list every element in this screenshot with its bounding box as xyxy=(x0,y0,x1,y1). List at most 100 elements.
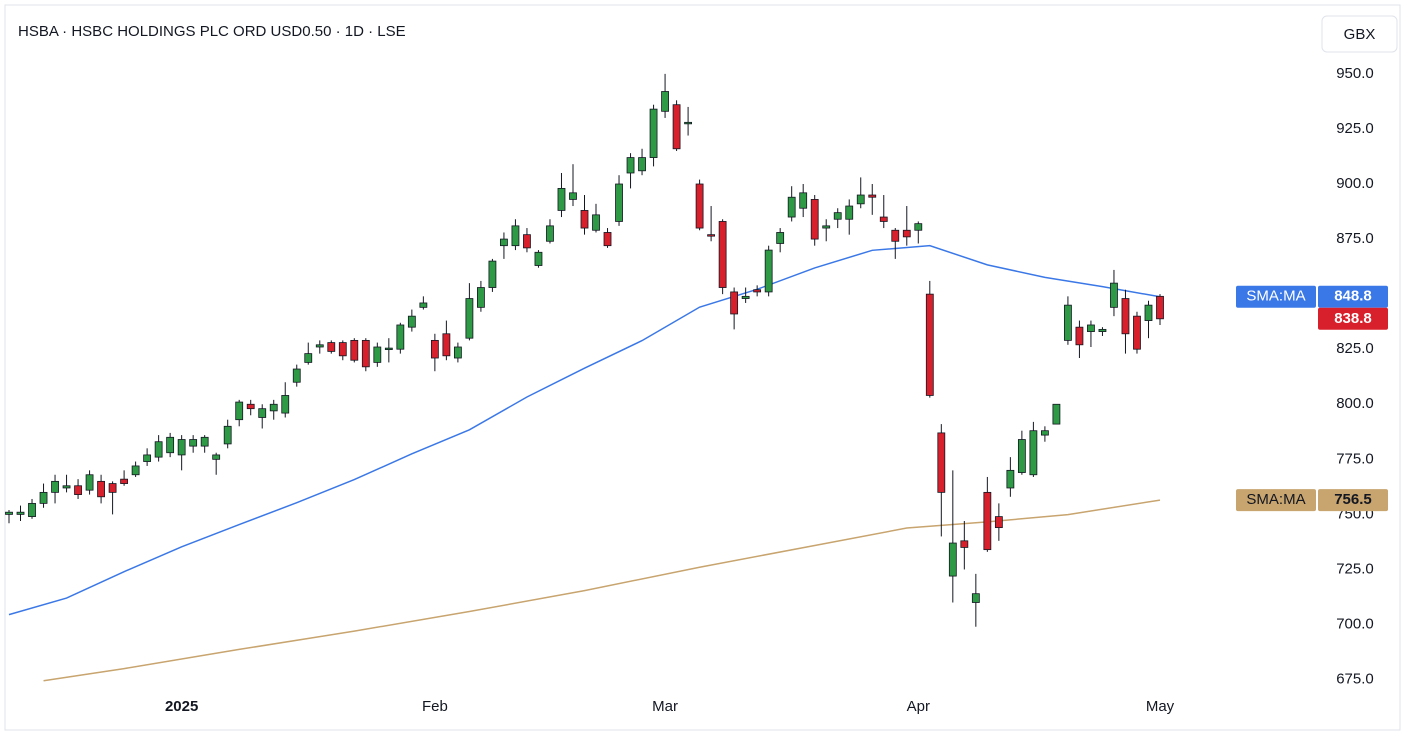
candle-body xyxy=(615,183,623,222)
legend-entry: SMA:MA xyxy=(1246,491,1305,508)
candle-body xyxy=(695,183,704,229)
candle-body xyxy=(246,403,255,410)
candle-body xyxy=(856,194,865,205)
value-label: 848.8 xyxy=(1334,288,1372,305)
candle-body xyxy=(569,192,577,200)
candle-body xyxy=(74,485,82,495)
candle-body xyxy=(1064,304,1072,341)
currency-label[interactable]: GBX xyxy=(1344,26,1376,43)
candle-body xyxy=(626,157,635,174)
candle-body xyxy=(373,346,382,363)
candle-body xyxy=(120,478,128,484)
candle-body xyxy=(879,216,888,222)
candle-body xyxy=(1075,326,1084,346)
candle-body xyxy=(649,108,658,158)
y-tick-label: 675.0 xyxy=(1336,671,1374,688)
candle-body xyxy=(833,212,842,220)
candle-body xyxy=(764,249,773,293)
currency-button[interactable] xyxy=(1321,15,1398,53)
candle-body xyxy=(281,395,290,414)
y-tick-label: 900.0 xyxy=(1336,175,1374,192)
candle-body xyxy=(28,502,36,518)
candle-body xyxy=(189,439,198,447)
candle-body xyxy=(269,403,278,412)
candle-body xyxy=(1121,298,1130,335)
y-tick-label: 875.0 xyxy=(1336,230,1374,247)
y-tick-label: 825.0 xyxy=(1336,340,1374,357)
candle-body xyxy=(914,223,923,231)
y-tick-label: 925.0 xyxy=(1336,120,1374,137)
candle-body xyxy=(580,210,589,229)
candle-body xyxy=(1029,430,1038,476)
candle-body xyxy=(1110,282,1118,308)
candle-body xyxy=(350,339,359,361)
candle-body xyxy=(143,454,152,462)
candle-body xyxy=(603,232,612,247)
candle-body xyxy=(1144,304,1153,321)
x-tick-label: May xyxy=(1146,698,1175,715)
candle-body xyxy=(419,302,428,308)
series-label-box xyxy=(1236,489,1316,512)
candle-body xyxy=(511,225,520,247)
candle-body xyxy=(212,454,221,460)
y-tick-label: 800.0 xyxy=(1336,395,1374,412)
candle-body xyxy=(592,214,600,231)
value-label-box xyxy=(1318,489,1388,512)
candle-body xyxy=(1133,315,1141,350)
candle-body xyxy=(51,480,59,493)
candle-body xyxy=(292,368,301,383)
candle-body xyxy=(1017,439,1026,473)
candle-body xyxy=(960,540,969,548)
candle-body xyxy=(16,511,25,515)
candle-body xyxy=(39,491,48,504)
candle-body xyxy=(672,104,681,150)
candle-body xyxy=(707,234,716,237)
candle-body xyxy=(787,196,796,218)
series-label-box xyxy=(1236,285,1316,308)
candle-body xyxy=(85,474,94,491)
candle-body xyxy=(718,221,727,288)
y-tick-label: 725.0 xyxy=(1336,560,1374,577)
y-tick-label: 775.0 xyxy=(1336,450,1374,467)
candle-body xyxy=(902,229,911,238)
candle-body xyxy=(477,287,485,308)
candle-body xyxy=(453,346,462,359)
candle-body xyxy=(845,205,854,220)
chart-frame xyxy=(4,4,1401,731)
legend-entry: SMA:MA xyxy=(1246,288,1305,305)
candle-body xyxy=(534,251,543,266)
x-tick-label: Feb xyxy=(422,698,448,715)
candle-body xyxy=(338,342,347,357)
candle-body xyxy=(304,353,313,363)
candle-body xyxy=(384,347,393,351)
sma-line xyxy=(8,244,1161,616)
candle-body xyxy=(1087,324,1095,332)
candle-body xyxy=(523,234,531,249)
candle-body xyxy=(177,439,186,456)
candle-body xyxy=(5,511,13,515)
candle-body xyxy=(684,121,692,125)
candle-body xyxy=(753,289,762,293)
candle-body xyxy=(407,315,416,328)
x-tick-label: Apr xyxy=(907,698,930,715)
candle-body xyxy=(1006,469,1015,489)
candle-body xyxy=(465,298,474,339)
candle-body xyxy=(1156,295,1164,320)
candle-body xyxy=(948,542,957,577)
candle-body xyxy=(361,339,370,368)
candle-body xyxy=(235,401,244,421)
candle-body xyxy=(327,342,336,352)
candle-body xyxy=(983,491,992,551)
candle-body xyxy=(868,194,877,198)
candle-body xyxy=(937,432,946,493)
y-tick-label: 950.0 xyxy=(1336,65,1374,82)
axis-area: 675.0700.0725.0750.0775.0800.0825.0850.0… xyxy=(165,65,1388,715)
candle-body xyxy=(741,295,750,299)
candle-body xyxy=(546,225,554,242)
candle-body xyxy=(500,238,508,247)
candle-body xyxy=(108,483,117,493)
x-tick-label: 2025 xyxy=(165,698,198,715)
candle-body xyxy=(258,408,267,418)
candle-body xyxy=(1041,430,1049,436)
